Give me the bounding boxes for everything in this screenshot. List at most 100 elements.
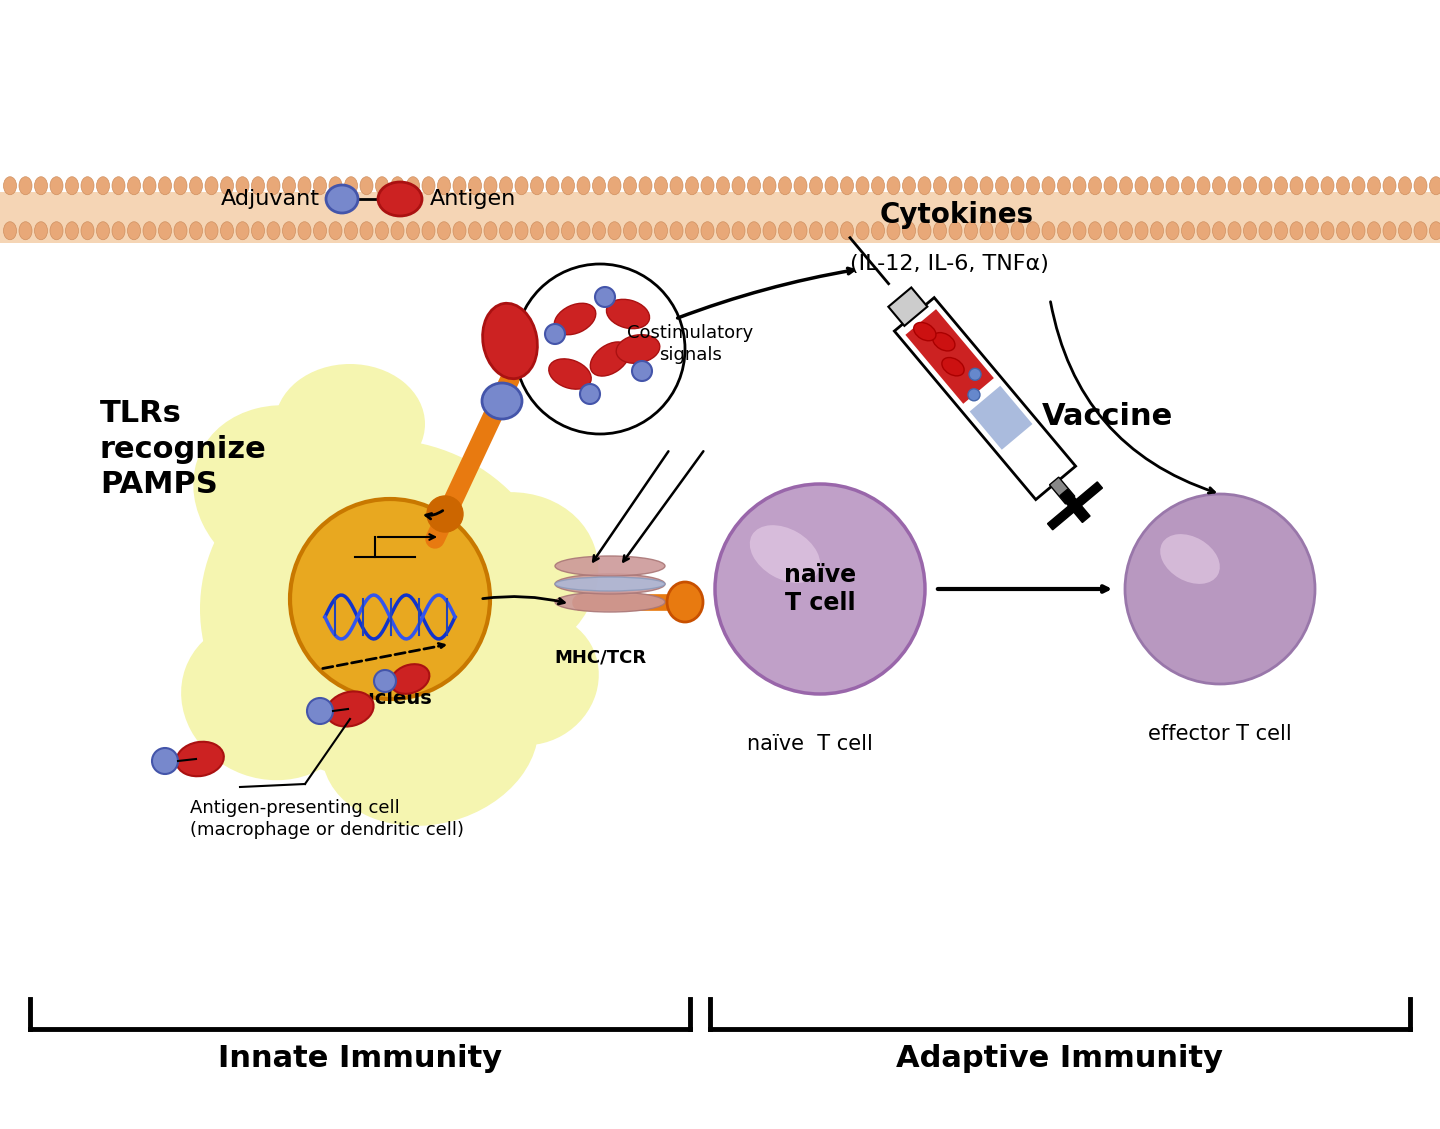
Ellipse shape [282,177,295,194]
Polygon shape [1047,482,1103,530]
Ellipse shape [35,177,48,194]
Ellipse shape [1197,221,1210,239]
Ellipse shape [1274,177,1287,194]
Ellipse shape [549,359,592,390]
Text: Antigen: Antigen [431,189,517,209]
Ellipse shape [701,177,714,194]
Ellipse shape [717,177,730,194]
Ellipse shape [606,299,649,329]
Ellipse shape [1228,177,1241,194]
Ellipse shape [841,221,854,239]
Ellipse shape [887,221,900,239]
Ellipse shape [1089,221,1102,239]
Ellipse shape [81,177,94,194]
Ellipse shape [1089,177,1102,194]
Text: Antigen-presenting cell
(macrophage or dendritic cell): Antigen-presenting cell (macrophage or d… [190,799,464,839]
Ellipse shape [220,221,233,239]
Ellipse shape [1320,221,1333,239]
Ellipse shape [577,221,590,239]
Ellipse shape [327,691,373,727]
Circle shape [153,749,179,774]
Ellipse shape [1244,221,1257,239]
Ellipse shape [81,221,94,239]
Ellipse shape [344,221,357,239]
Ellipse shape [3,221,16,239]
Ellipse shape [468,177,481,194]
Ellipse shape [1166,177,1179,194]
Ellipse shape [438,177,451,194]
Ellipse shape [484,221,497,239]
Ellipse shape [981,177,994,194]
Ellipse shape [19,221,32,239]
Ellipse shape [1125,495,1315,684]
Ellipse shape [546,221,559,239]
Ellipse shape [750,525,821,583]
Ellipse shape [1043,177,1056,194]
Ellipse shape [639,177,652,194]
Ellipse shape [616,334,660,364]
Ellipse shape [933,177,946,194]
Ellipse shape [1135,221,1148,239]
Ellipse shape [328,221,343,239]
Ellipse shape [422,221,435,239]
Ellipse shape [701,221,714,239]
Ellipse shape [1011,221,1024,239]
Ellipse shape [1119,221,1132,239]
Ellipse shape [995,221,1008,239]
Ellipse shape [65,221,79,239]
Ellipse shape [1011,177,1024,194]
Ellipse shape [1057,177,1070,194]
Ellipse shape [428,496,464,532]
Ellipse shape [158,177,171,194]
Ellipse shape [995,177,1008,194]
Ellipse shape [204,221,217,239]
Ellipse shape [590,342,629,376]
Ellipse shape [554,304,596,334]
Ellipse shape [919,177,932,194]
Ellipse shape [949,177,962,194]
Ellipse shape [1212,177,1225,194]
Polygon shape [1060,489,1090,523]
Ellipse shape [438,221,451,239]
Ellipse shape [174,221,187,239]
Ellipse shape [484,177,497,194]
Ellipse shape [655,221,668,239]
Ellipse shape [454,221,467,239]
Ellipse shape [554,577,665,590]
Ellipse shape [608,177,621,194]
Circle shape [544,324,564,344]
Ellipse shape [112,177,125,194]
Ellipse shape [903,177,916,194]
Ellipse shape [392,177,405,194]
Ellipse shape [562,177,575,194]
Ellipse shape [96,177,109,194]
Ellipse shape [1073,177,1086,194]
Text: (IL-12, IL-6, TNFα): (IL-12, IL-6, TNFα) [850,254,1048,274]
Ellipse shape [1181,221,1195,239]
Ellipse shape [1166,221,1179,239]
Ellipse shape [965,177,978,194]
Ellipse shape [965,221,978,239]
Ellipse shape [282,221,295,239]
Ellipse shape [1306,221,1319,239]
Ellipse shape [482,304,537,378]
Text: Cytokines: Cytokines [880,201,1034,229]
Ellipse shape [1398,177,1411,194]
Ellipse shape [1259,221,1272,239]
Ellipse shape [530,221,543,239]
Ellipse shape [793,221,806,239]
Ellipse shape [1414,177,1427,194]
Ellipse shape [128,177,141,194]
Ellipse shape [1336,221,1349,239]
Ellipse shape [747,221,760,239]
Ellipse shape [236,177,249,194]
Ellipse shape [112,221,125,239]
Ellipse shape [454,177,467,194]
Ellipse shape [1274,221,1287,239]
Bar [0,192,1440,243]
Ellipse shape [903,221,916,239]
Polygon shape [894,298,1076,499]
Ellipse shape [562,221,575,239]
Ellipse shape [1228,221,1241,239]
Ellipse shape [1306,177,1319,194]
